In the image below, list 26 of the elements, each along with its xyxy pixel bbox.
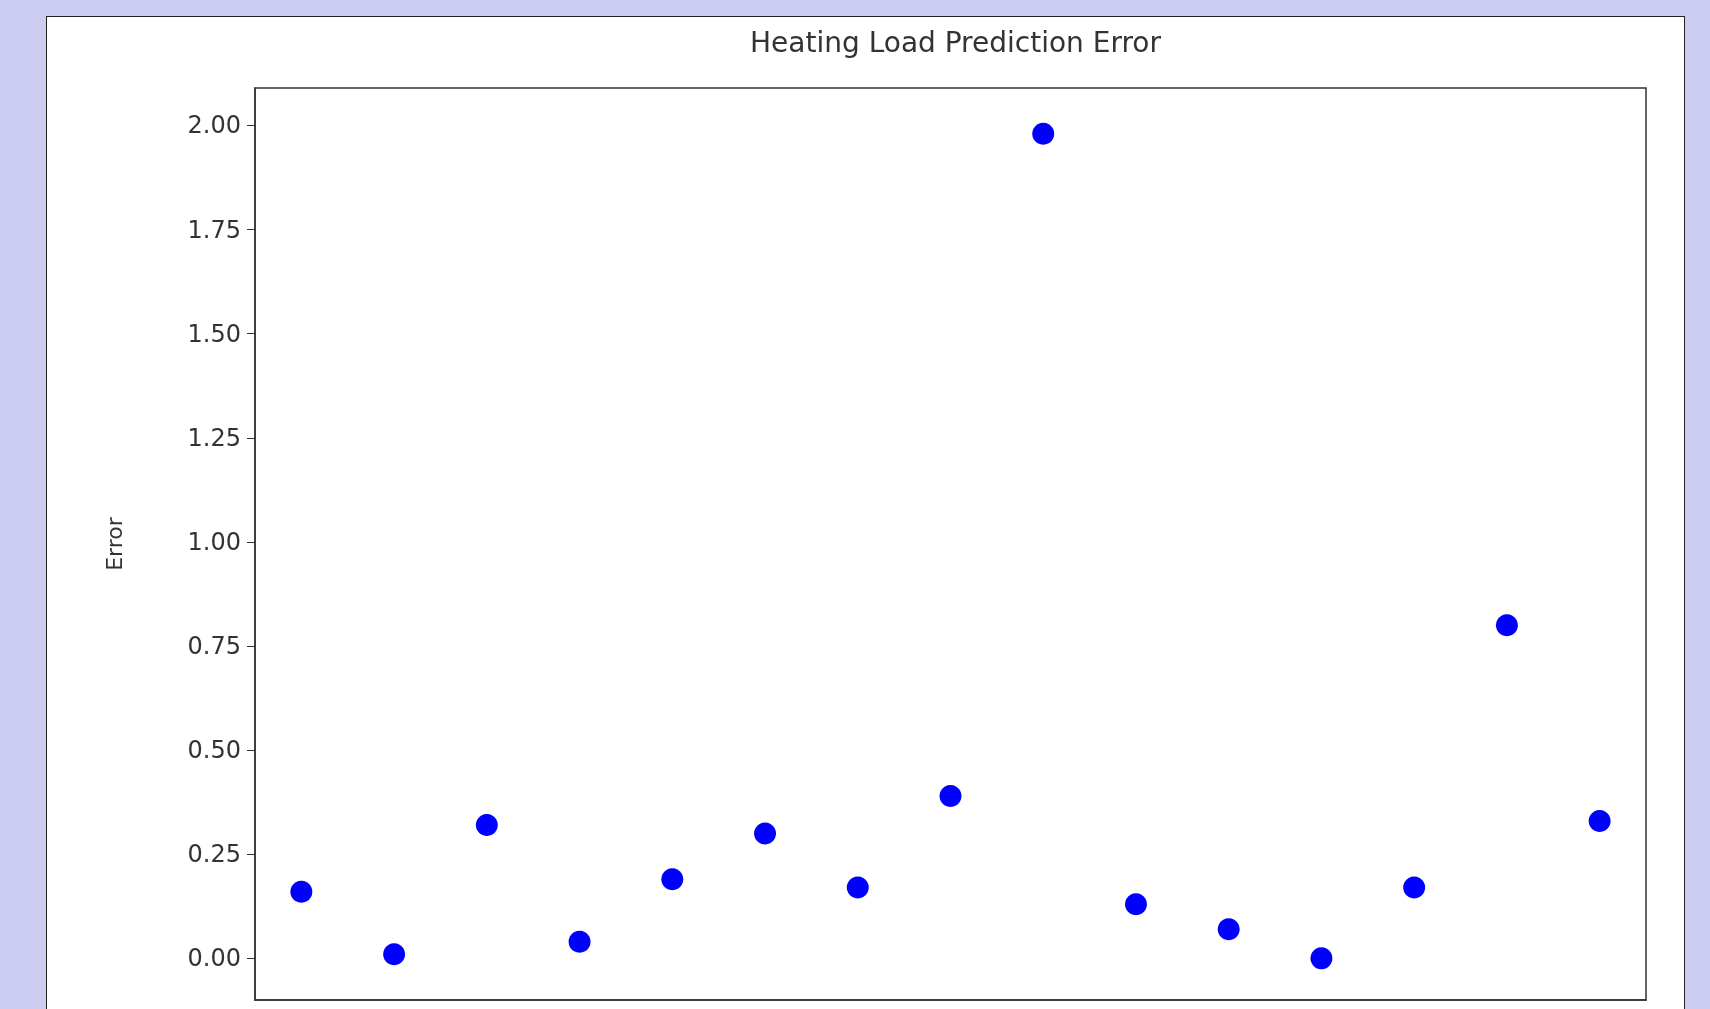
y-tick-label: 2.00 [187,111,241,140]
point [846,876,869,899]
point [939,784,962,807]
y-tick-label: 0.25 [187,840,241,869]
y-tick-label: 1.75 [187,215,241,244]
point [383,943,406,966]
chart-title: Heating Load Prediction Error [750,25,1162,59]
point [661,868,684,891]
y-tick-label: 1.50 [187,319,241,348]
y-tick-label: 0.75 [187,632,241,661]
y-tick-label: 1.00 [187,527,241,556]
y-tick-label: 0.50 [187,736,241,765]
y-tick-label: 1.25 [187,423,241,452]
point [754,822,777,845]
point [568,930,591,953]
point [475,814,498,837]
point [1032,122,1055,145]
point [1124,893,1147,916]
y-tick-label: 0.00 [187,944,241,973]
point [1217,918,1240,941]
point [1310,947,1333,970]
point [1495,614,1518,637]
point [1403,876,1426,899]
point [1588,809,1611,832]
point [290,880,313,903]
y-axis-title: Error [101,516,127,571]
